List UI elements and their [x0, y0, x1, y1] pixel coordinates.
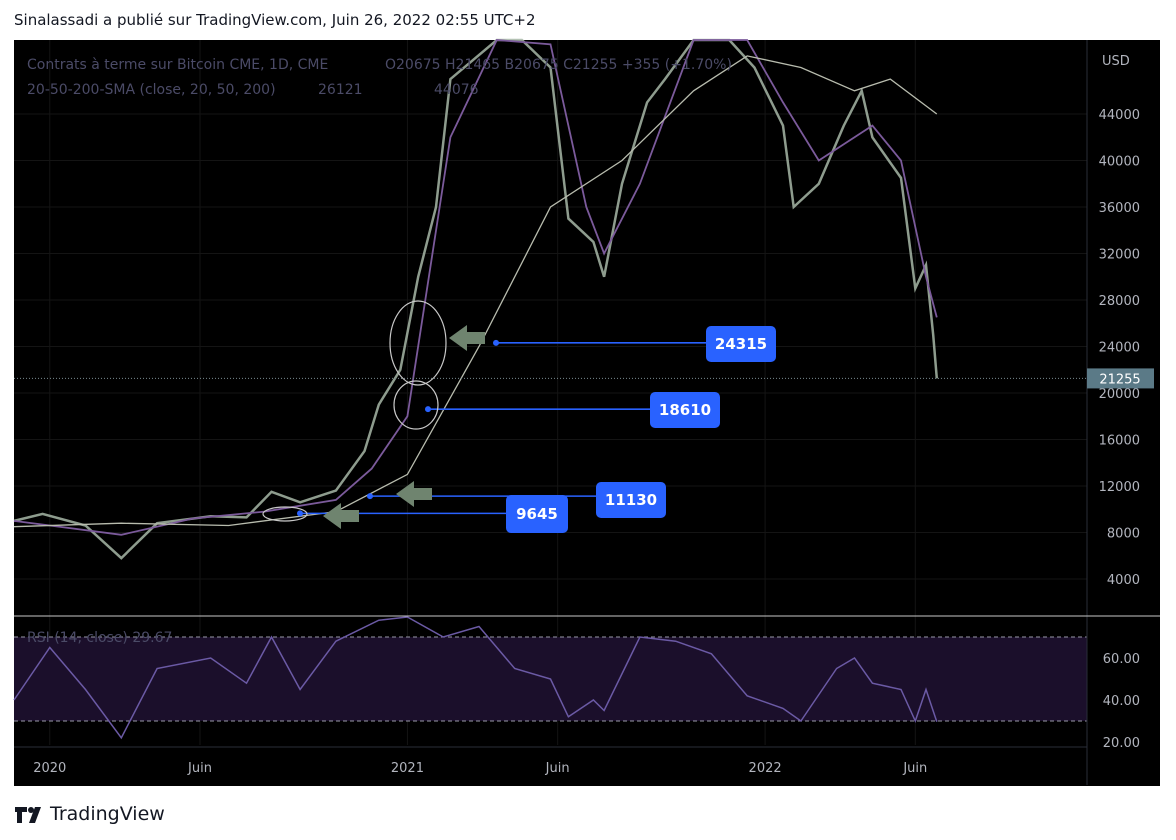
- price-tick-label-0: 4000: [1107, 573, 1140, 588]
- legend-symbol: Contrats à terme sur Bitcoin CME, 1D, CM…: [27, 57, 328, 73]
- annotation-box-1: [650, 392, 720, 428]
- arrow-icon: [323, 503, 359, 529]
- price-tick-label-5: 24000: [1099, 341, 1140, 356]
- legend: Contrats à terme sur Bitcoin CME, 1D, CM…: [27, 57, 732, 646]
- tradingview-logo[interactable]: TradingView: [14, 803, 165, 825]
- tradingview-logo-icon: [15, 807, 41, 823]
- sma-long-line: [13, 55, 938, 528]
- legend-rsi: RSI (14, close) 29.67: [27, 630, 172, 646]
- rsi-tick-label-1: 40.00: [1103, 694, 1140, 709]
- time-tick-label-3: Juin: [545, 761, 570, 776]
- annotation-label-2: 11130: [605, 491, 657, 509]
- last-price-label: 21255: [1099, 372, 1140, 387]
- annotation-box-0: [706, 326, 776, 362]
- price-tick-label-6: 28000: [1099, 294, 1140, 309]
- legend-sma: 20-50-200-SMA (close, 20, 50, 200): [27, 82, 276, 98]
- annotation-label-1: 18610: [659, 401, 711, 419]
- price-tick-label-9: 40000: [1099, 155, 1140, 170]
- arrow-icon: [396, 481, 432, 507]
- annotation-dot-0: [493, 339, 499, 346]
- price-line: [13, 38, 939, 560]
- publish-header: Sinalassadi a publié sur TradingView.com…: [14, 11, 536, 29]
- highlight-circle-1: [389, 300, 447, 386]
- time-tick-label-1: Juin: [187, 761, 212, 776]
- highlight-circle-2: [393, 380, 439, 430]
- grid: [14, 40, 1087, 745]
- price-tick-label-3: 16000: [1099, 434, 1140, 449]
- price-series: [13, 38, 1087, 740]
- annotation-dot-1: [425, 406, 431, 413]
- price-tick-label-1: 8000: [1107, 527, 1140, 542]
- time-tick-label-0: 2020: [33, 761, 66, 776]
- logo-text: TradingView: [50, 803, 165, 825]
- sma-short-line: [13, 39, 938, 536]
- arrow-icon: [449, 325, 485, 351]
- axes: 4000 8000 12000 16000 20000 24000 28000 32000 36…: [14, 40, 1160, 785]
- legend-sma-values: 26121: [318, 82, 363, 98]
- price-tick-label-10: 44000: [1099, 108, 1140, 123]
- highlight-circle-3: [262, 506, 308, 522]
- price-tick-label-4: 20000: [1099, 387, 1140, 402]
- annotations: 24315 18610 11130 9645: [262, 300, 776, 533]
- annotation-label-3: 9645: [516, 505, 558, 523]
- price-tick-label-8: 36000: [1099, 201, 1140, 216]
- price-tick-label-7: 32000: [1099, 248, 1140, 263]
- last-price-tag: [1087, 368, 1154, 389]
- legend-sma-value2: 44076: [434, 82, 479, 98]
- rsi-tick-label-0: 20.00: [1103, 736, 1140, 751]
- rsi-tick-label-2: 60.00: [1103, 652, 1140, 667]
- price-tick-label-2: 12000: [1099, 480, 1140, 495]
- annotation-label-0: 24315: [715, 335, 767, 353]
- time-tick-label-4: 2022: [749, 761, 782, 776]
- price-unit-label: USD: [1102, 54, 1130, 69]
- time-tick-label-2: 2021: [391, 761, 424, 776]
- time-tick-label-5: Juin: [902, 761, 927, 776]
- annotation-box-3: [506, 495, 568, 533]
- legend-ohlc: O20675 H21465 B20675 C21255 +355 (+1.70%…: [385, 57, 732, 73]
- annotation-box-2: [596, 482, 666, 518]
- annotation-dot-2: [367, 493, 373, 500]
- annotation-dot-3: [297, 510, 303, 517]
- rsi-line: [13, 616, 938, 740]
